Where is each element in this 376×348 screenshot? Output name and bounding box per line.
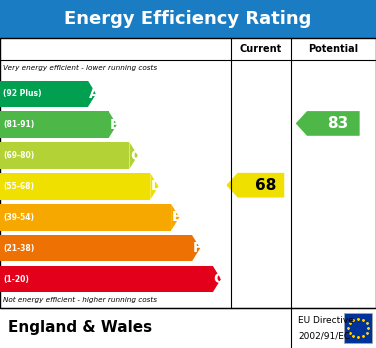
Text: B: B: [109, 118, 120, 132]
Text: (69-80): (69-80): [3, 151, 34, 160]
Text: (55-68): (55-68): [3, 182, 34, 191]
Text: D: D: [151, 180, 163, 193]
Text: A: A: [89, 87, 99, 101]
Text: 83: 83: [327, 116, 349, 131]
Bar: [0, 204, 171, 231]
Text: (21-38): (21-38): [3, 244, 34, 253]
Text: (1-20): (1-20): [3, 275, 29, 284]
Bar: [0, 0, 376, 38]
Bar: [0, 173, 150, 200]
Text: G: G: [214, 272, 225, 286]
Polygon shape: [226, 173, 284, 198]
Text: (92 Plus): (92 Plus): [3, 89, 41, 98]
Text: C: C: [130, 149, 141, 163]
Text: 2002/91/EC: 2002/91/EC: [298, 332, 350, 340]
Text: (81-91): (81-91): [3, 120, 34, 129]
Text: F: F: [193, 241, 202, 255]
Bar: [0, 235, 192, 261]
Text: Energy Efficiency Rating: Energy Efficiency Rating: [64, 10, 312, 28]
Bar: [0, 111, 109, 138]
Text: England & Wales: England & Wales: [8, 321, 152, 335]
Bar: [0, 80, 88, 107]
Text: Not energy efficient - higher running costs: Not energy efficient - higher running co…: [3, 297, 157, 303]
Text: Current: Current: [240, 44, 282, 54]
Polygon shape: [296, 111, 360, 136]
Polygon shape: [213, 266, 221, 292]
Polygon shape: [88, 80, 96, 107]
Bar: [0, 266, 213, 292]
Text: E: E: [172, 210, 182, 224]
Bar: [0, 142, 129, 169]
Polygon shape: [150, 173, 159, 200]
Polygon shape: [192, 235, 200, 261]
Text: Very energy efficient - lower running costs: Very energy efficient - lower running co…: [3, 65, 157, 71]
Text: EU Directive: EU Directive: [298, 316, 354, 325]
Text: Potential: Potential: [308, 44, 358, 54]
Text: 68: 68: [255, 178, 276, 193]
Text: (39-54): (39-54): [3, 213, 34, 222]
Polygon shape: [109, 111, 117, 138]
Polygon shape: [129, 142, 138, 169]
Polygon shape: [171, 204, 179, 231]
Bar: [0, 38, 376, 308]
Bar: [344, 313, 372, 343]
